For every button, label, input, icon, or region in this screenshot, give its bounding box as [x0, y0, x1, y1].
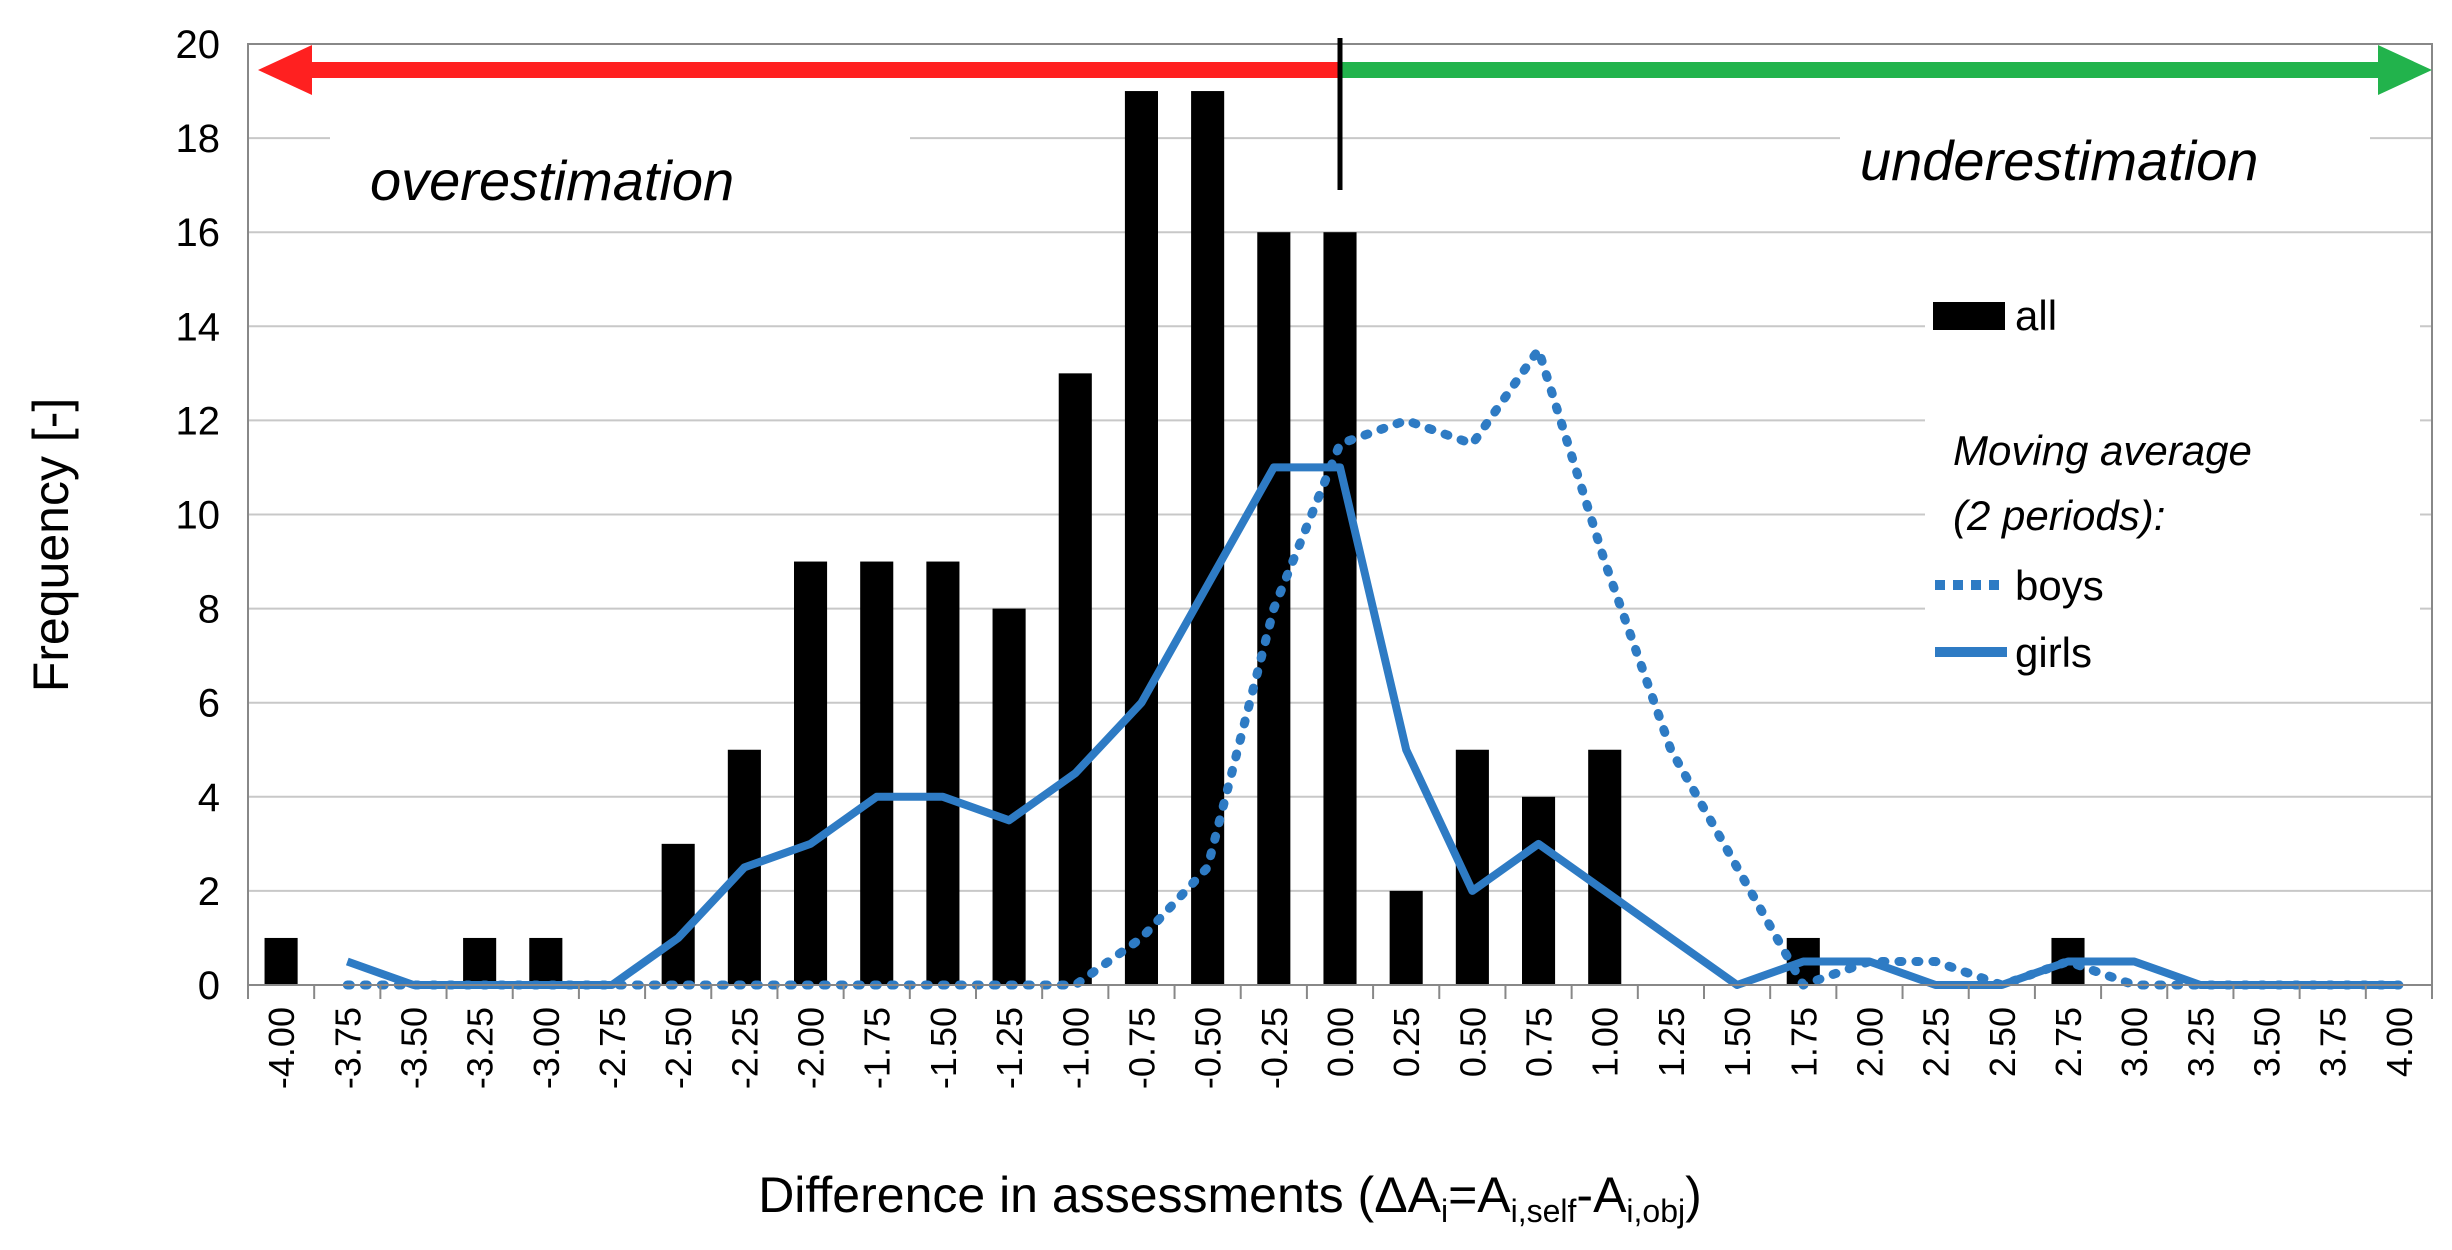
x-tick-label: 3.75: [2313, 1007, 2354, 1077]
legend-background: [1925, 300, 2420, 695]
x-tick-label: -2.50: [658, 1007, 699, 1089]
bar-1.00: [1588, 749, 1622, 985]
y-tick-labels: 0 2 4 6 8 10 12 14 16 18 20: [176, 23, 221, 1008]
legend: all Moving average (2 periods): boys gir…: [1925, 292, 2420, 695]
bars-all: [264, 91, 2085, 986]
y-tick-label: 10: [176, 494, 221, 538]
y-axis-title: Frequency [-]: [23, 398, 79, 693]
y-tick-label: 12: [176, 399, 221, 443]
x-tick-label: 3.00: [2114, 1007, 2155, 1077]
bar--0.75: [1124, 91, 1158, 986]
x-tick-label: -2.00: [791, 1007, 832, 1089]
overestimation-arrow-head: [258, 45, 312, 95]
x-tick-label: -3.25: [460, 1007, 501, 1089]
x-tick-label: 0.50: [1452, 1007, 1493, 1077]
overestimation-label-bg: [330, 130, 910, 230]
legend-heading-line1: Moving average: [1953, 427, 2252, 474]
overestimation-label: overestimation: [370, 149, 734, 212]
x-tick-label: -0.25: [1254, 1007, 1295, 1089]
bar--3.25: [463, 937, 497, 985]
x-tick-label: -0.75: [1121, 1007, 1162, 1089]
y-tick-label: 2: [198, 870, 220, 914]
x-tick-label: 2.75: [2048, 1007, 2089, 1077]
x-tick-label: 1.75: [1783, 1007, 1824, 1077]
legend-label-boys: boys: [2015, 562, 2104, 609]
axes: [247, 984, 2433, 999]
x-tick-label: -1.75: [857, 1007, 898, 1089]
x-tick-label: 2.25: [1916, 1007, 1957, 1077]
bar-0.75: [1522, 796, 1556, 985]
legend-label-girls: girls: [2015, 629, 2092, 676]
bar--2.00: [794, 561, 828, 985]
x-tick-label: -1.00: [1055, 1007, 1096, 1089]
x-tick-label: 1.50: [1717, 1007, 1758, 1077]
underestimation-label-bg: [1840, 120, 2370, 210]
x-tick-label: -2.75: [592, 1007, 633, 1089]
legend-label-all: all: [2015, 292, 2057, 339]
y-tick-label: 8: [198, 588, 220, 632]
underestimation-arrow-head: [2378, 45, 2432, 95]
x-tick-label: -3.50: [393, 1007, 434, 1089]
x-tick-label: 1.00: [1585, 1007, 1626, 1077]
x-tick-label: -4.00: [261, 1007, 302, 1089]
x-tick-label: -3.00: [526, 1007, 567, 1089]
x-tick-label: 2.50: [1982, 1007, 2023, 1077]
x-tick-label: 4.00: [2379, 1007, 2420, 1077]
estimation-arrows: [258, 38, 2432, 190]
bar-0.25: [1389, 890, 1423, 985]
y-tick-label: 18: [176, 117, 221, 161]
legend-heading-line2: (2 periods):: [1953, 492, 2165, 539]
x-tick-label: 1.25: [1651, 1007, 1692, 1077]
x-axis-title: Difference in assessments (ΔAi=Ai,self-A…: [758, 1167, 1702, 1229]
y-tick-label: 0: [198, 964, 220, 1008]
x-tick-label: 3.25: [2180, 1007, 2221, 1077]
bar--1.00: [1058, 373, 1092, 986]
x-tick-label: 3.50: [2247, 1007, 2288, 1077]
bar--3.00: [529, 937, 563, 985]
underestimation-label: underestimation: [1860, 129, 2258, 192]
x-tick-label: -1.25: [989, 1007, 1030, 1089]
y-tick-label: 4: [198, 776, 220, 820]
x-tick-label: 0.00: [1320, 1007, 1361, 1077]
y-tick-label: 14: [176, 305, 221, 349]
bar-0.00: [1323, 232, 1357, 985]
y-tick-label: 20: [176, 23, 221, 67]
x-tick-label: 0.25: [1386, 1007, 1427, 1077]
x-tick-label: -3.75: [327, 1007, 368, 1089]
x-tick-label: -2.25: [724, 1007, 765, 1089]
bar--2.50: [661, 843, 695, 985]
x-tick-label: 2.00: [1849, 1007, 1890, 1077]
x-tick-labels: -4.00 -3.75 -3.50 -3.25 -3.00 -2.75 -2.50 -2.25…: [261, 1007, 2420, 1089]
bar--1.75: [860, 561, 894, 985]
x-tick-label: -1.50: [923, 1007, 964, 1089]
line-girls: [345, 463, 2399, 989]
bar--1.50: [926, 561, 960, 985]
bar--1.25: [992, 608, 1026, 985]
bar--4.00: [264, 937, 298, 985]
x-tick-label: 0.75: [1519, 1007, 1560, 1077]
y-tick-label: 6: [198, 682, 220, 726]
x-tick-label: -0.50: [1188, 1007, 1229, 1089]
y-tick-label: 16: [176, 211, 221, 255]
legend-swatch-all: [1933, 302, 2005, 330]
